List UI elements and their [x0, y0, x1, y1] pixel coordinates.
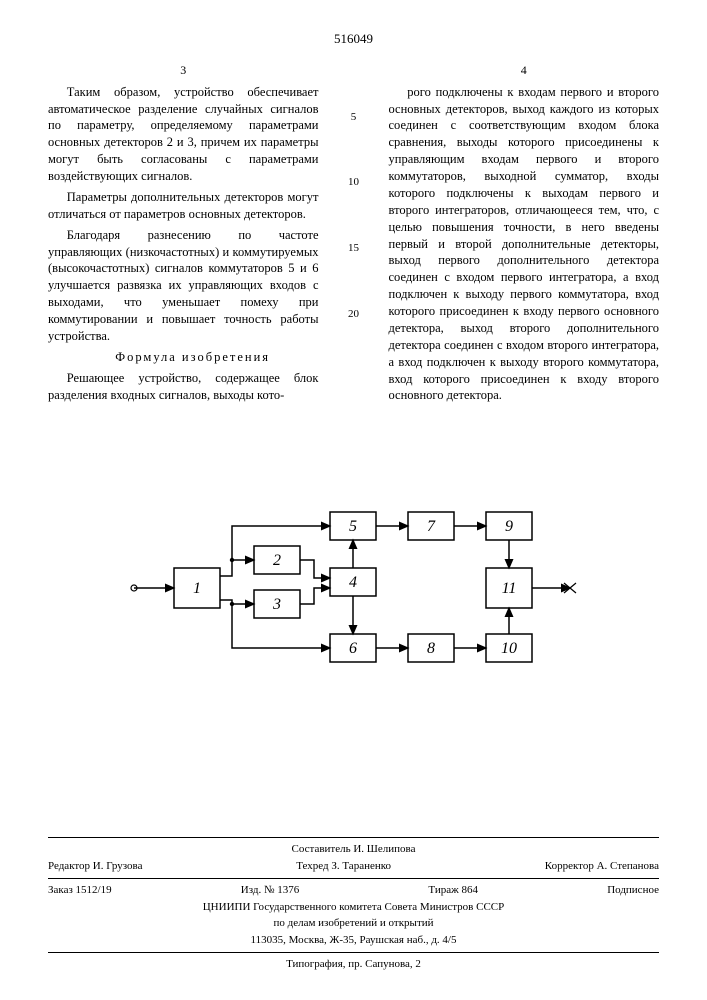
footer-staff-row: Редактор И. Грузова Техред З. Тараненко … — [48, 859, 659, 874]
footer-rule-3 — [48, 952, 659, 953]
footer-rule-2 — [48, 878, 659, 879]
footer-tech: Техред З. Тараненко — [296, 859, 391, 874]
footer-izd: Изд. № 1376 — [241, 883, 299, 898]
footer-tirazh: Тираж 864 — [428, 883, 478, 898]
line-num-5: 5 — [347, 110, 361, 125]
edge-1-5 — [232, 526, 330, 560]
edge-1-6 — [232, 604, 330, 648]
junction-dot-icon — [229, 602, 233, 606]
document-number: 516049 — [48, 30, 659, 48]
footer-rule-1 — [48, 837, 659, 838]
right-col-number: 4 — [389, 62, 660, 78]
text-columns: 3 Таким образом, устройство обеспечивает… — [48, 62, 659, 409]
right-p1: рого подключены к входам первого и второ… — [389, 84, 660, 405]
footer: Составитель И. Шелипова Редактор И. Груз… — [48, 833, 659, 974]
block-label-3: 3 — [272, 596, 281, 613]
line-num-10: 10 — [347, 175, 361, 190]
block-label-1: 1 — [193, 580, 201, 597]
block-label-4: 4 — [349, 574, 357, 591]
page: 516049 3 Таким образом, устройство обесп… — [0, 0, 707, 1000]
footer-compiler: Составитель И. Шелипова — [48, 842, 659, 857]
footer-corrector: Корректор А. Степанова — [545, 859, 659, 874]
footer-org2: по делам изобретений и открытий — [48, 916, 659, 931]
block-label-10: 10 — [501, 640, 517, 657]
block-diagram: 1 2 3 4 5 6 7 8 9 10 11 — [48, 468, 659, 698]
left-p3: Благодаря разнесению по частоте управляю… — [48, 227, 319, 345]
block-label-2: 2 — [273, 552, 281, 569]
left-column: 3 Таким образом, устройство обеспечивает… — [48, 62, 319, 409]
left-p4: Решающее устройство, содержащее блок раз… — [48, 370, 319, 404]
left-p1: Таким образом, устройство обеспечивает а… — [48, 84, 319, 185]
right-column: 4 рого подключены к входам первого и вто… — [389, 62, 660, 409]
block-label-11: 11 — [501, 580, 516, 597]
footer-org1: ЦНИИПИ Государственного комитета Совета … — [48, 900, 659, 915]
line-num-15: 15 — [347, 241, 361, 256]
left-p2: Параметры дополнительных детекторов могу… — [48, 189, 319, 223]
footer-order: Заказ 1512/19 — [48, 883, 112, 898]
edge-1-3 — [220, 600, 254, 604]
block-label-7: 7 — [427, 518, 436, 535]
edge-3-4 — [300, 588, 330, 604]
line-num-20: 20 — [347, 307, 361, 322]
block-label-9: 9 — [505, 518, 513, 535]
line-numbers: 5 10 15 20 — [347, 62, 361, 409]
junction-dot-icon — [229, 558, 233, 562]
footer-order-row: Заказ 1512/19 Изд. № 1376 Тираж 864 Подп… — [48, 883, 659, 898]
block-label-8: 8 — [427, 640, 435, 657]
footer-print: Типография, пр. Сапунова, 2 — [48, 957, 659, 972]
edge-1-2 — [220, 560, 254, 576]
diagram-svg: 1 2 3 4 5 6 7 8 9 10 11 — [114, 468, 594, 698]
footer-subscript: Подписное — [607, 883, 659, 898]
edge-2-4 — [300, 560, 330, 578]
block-label-6: 6 — [349, 640, 357, 657]
footer-address: 113035, Москва, Ж-35, Раушская наб., д. … — [48, 933, 659, 948]
footer-editor: Редактор И. Грузова — [48, 859, 142, 874]
formula-title: Формула изобретения — [48, 349, 319, 366]
left-col-number: 3 — [48, 62, 319, 78]
block-label-5: 5 — [349, 518, 357, 535]
